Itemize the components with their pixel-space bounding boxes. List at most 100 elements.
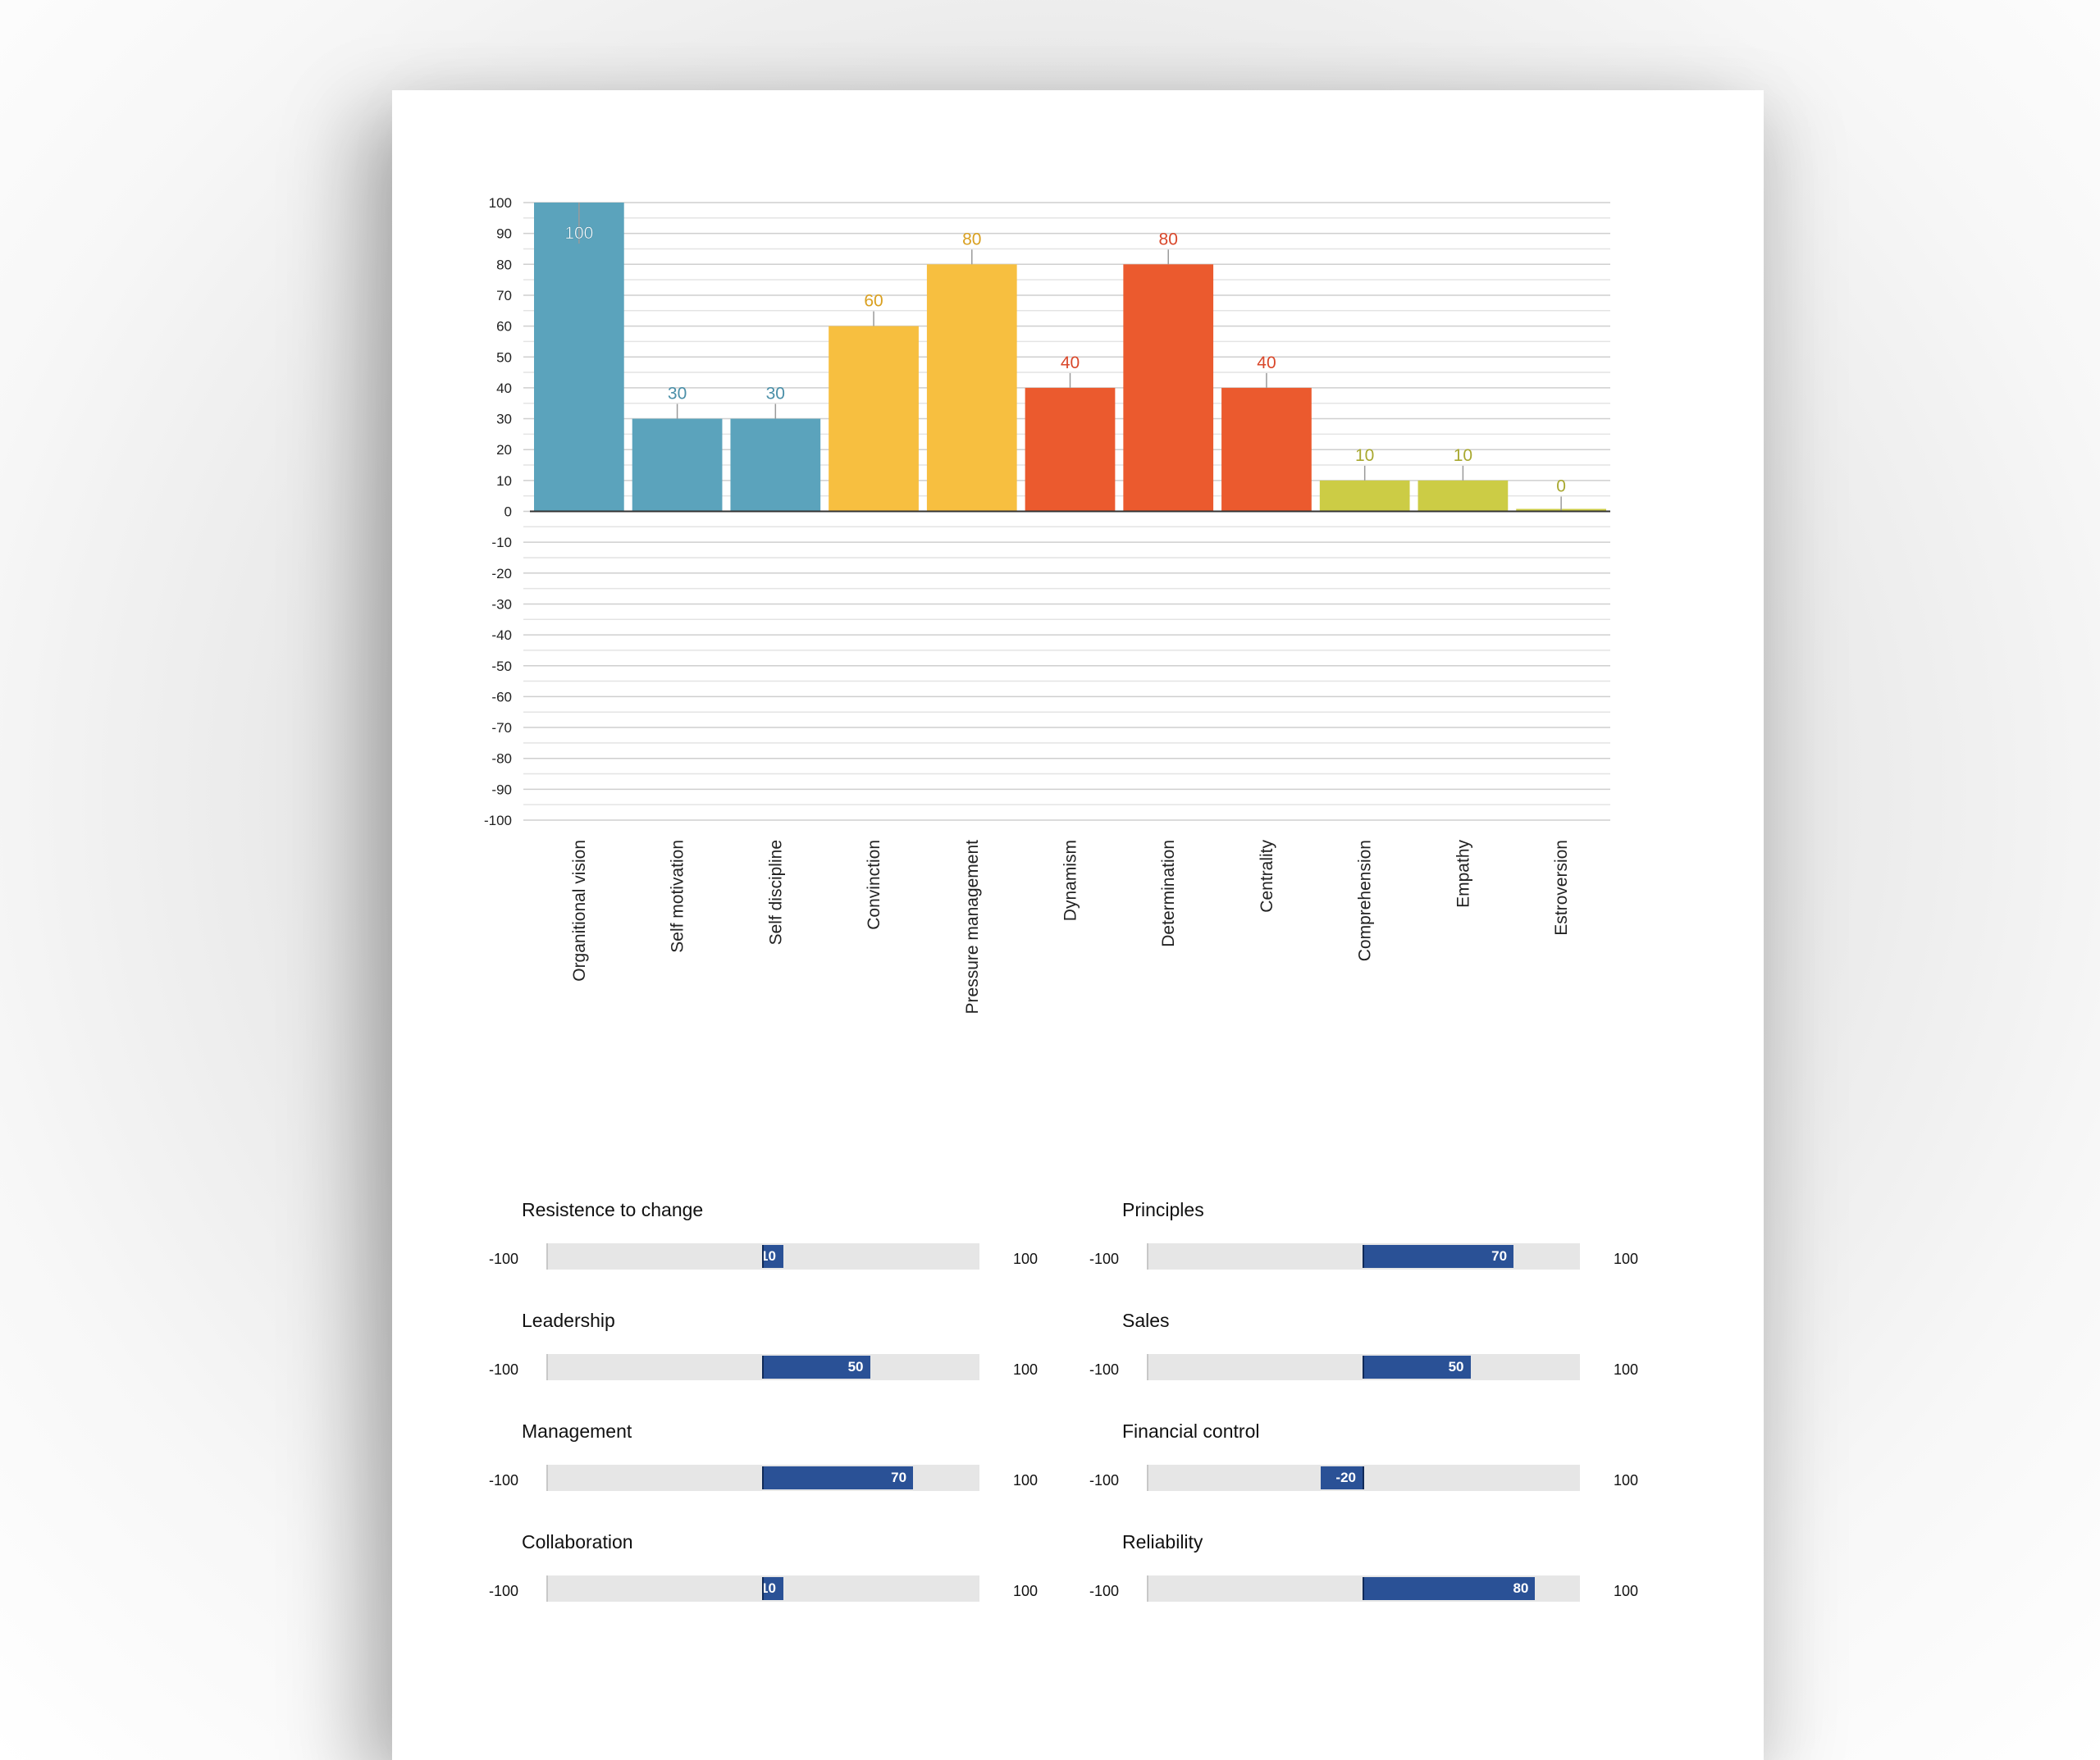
gauge-title: Sales	[1122, 1310, 1170, 1331]
gauge-resistence-to-change: Resistence to change -100 10 100	[489, 1199, 1112, 1297]
bar-value-label: 30	[668, 385, 687, 404]
bar	[926, 264, 1017, 512]
y-tick-label: 100	[489, 195, 512, 211]
gauge-panel: Resistence to change -100 10 100 Leaders…	[392, 90, 1764, 1760]
gauge-bar: 70	[762, 1466, 914, 1489]
gauge-max-label: 100	[1013, 1361, 1039, 1378]
gauge-max-label: 100	[1614, 1472, 1639, 1489]
y-tick-label: 20	[496, 442, 512, 458]
gauge-track: 10	[546, 1575, 979, 1602]
bar-value-label: 40	[1257, 353, 1276, 372]
bar	[730, 418, 821, 512]
x-category-label: Organitional vision	[570, 840, 589, 982]
gauge-min-label: -100	[1089, 1583, 1120, 1599]
gauge-min-label: -100	[489, 1472, 519, 1489]
gauge-value: 80	[1513, 1580, 1529, 1596]
bar	[829, 326, 919, 512]
bar-chart: 1009080706050403020100-10-20-30-40-50-60…	[484, 195, 1610, 1014]
bar	[1123, 264, 1214, 512]
gauge-value: 50	[1448, 1359, 1464, 1375]
y-tick-label: 50	[496, 349, 512, 365]
gauge-track: 80	[1147, 1575, 1580, 1602]
y-tick-label: -10	[491, 535, 512, 550]
gauge-bar: 80	[1363, 1577, 1536, 1600]
gauge-title: Collaboration	[522, 1531, 633, 1553]
gauge-min-label: -100	[1089, 1472, 1120, 1489]
bar	[632, 418, 723, 512]
gauge-max-label: 100	[1614, 1361, 1639, 1378]
bar-value-label: 80	[1159, 230, 1178, 248]
gauge-bar: 10	[762, 1245, 784, 1268]
gauge-max-label: 100	[1614, 1583, 1639, 1599]
gauge-sales: Sales -100 50 100	[1089, 1310, 1713, 1408]
gauge-management: Management -100 70 100	[489, 1420, 1112, 1519]
gauge-title: Management	[522, 1420, 632, 1442]
gauge-bar: -20	[1321, 1466, 1364, 1489]
bar-value-label: 10	[1355, 446, 1374, 465]
y-tick-label: -70	[491, 720, 512, 736]
gauge-value: 10	[764, 1248, 776, 1264]
y-tick-label: -90	[491, 782, 512, 797]
gauge-bar: 50	[1363, 1356, 1471, 1379]
gauge-leadership: Leadership -100 50 100	[489, 1310, 1112, 1408]
bar-value-label: 40	[1061, 353, 1080, 372]
bar	[1025, 387, 1116, 512]
gauge-bar: 50	[762, 1356, 870, 1379]
y-tick-label: 30	[496, 412, 512, 427]
gauge-track: 70	[1147, 1243, 1580, 1270]
gauge-min-label: -100	[489, 1251, 519, 1267]
bar-value-label: 100	[564, 224, 593, 243]
y-tick-label: -40	[491, 627, 512, 643]
y-tick-label: 60	[496, 319, 512, 335]
y-tick-label: 10	[496, 473, 512, 489]
bar	[1221, 387, 1312, 512]
gauge-max-label: 100	[1013, 1583, 1039, 1599]
x-category-label: Dynamism	[1061, 840, 1080, 921]
gauge-bar: 70	[1363, 1245, 1514, 1268]
gauge-principles: Principles -100 70 100	[1089, 1199, 1713, 1297]
x-category-label: Estroversion	[1552, 840, 1571, 936]
y-tick-label: -60	[491, 689, 512, 704]
gauge-track: -20	[1147, 1465, 1580, 1491]
gauge-value: 70	[1491, 1248, 1508, 1264]
y-tick-label: -20	[491, 566, 512, 581]
gauge-value: -20	[1335, 1470, 1356, 1485]
bar-value-label: 10	[1454, 446, 1472, 465]
gauge-track: 50	[546, 1354, 979, 1380]
gauge-min-label: -100	[1089, 1251, 1120, 1267]
x-category-label: Empathy	[1454, 840, 1472, 908]
x-category-label: Determination	[1159, 840, 1178, 947]
gauge-track: 50	[1147, 1354, 1580, 1380]
gauge-track: 70	[546, 1465, 979, 1491]
y-tick-label: 40	[496, 381, 512, 396]
y-tick-label: -50	[491, 659, 512, 674]
gauge-title: Resistence to change	[522, 1199, 704, 1220]
gauge-track: 10	[546, 1243, 979, 1270]
gauge-title: Leadership	[522, 1310, 615, 1331]
y-tick-label: -100	[484, 813, 512, 828]
x-category-label: Self motivation	[669, 840, 687, 953]
y-tick-label: 0	[504, 504, 512, 520]
gauge-min-label: -100	[489, 1583, 519, 1599]
gauge-value: 50	[847, 1359, 864, 1375]
gauge-min-label: -100	[1089, 1361, 1120, 1378]
bar-value-label: 30	[766, 385, 785, 404]
x-category-label: Convinction	[865, 840, 883, 930]
x-category-label: Comprehension	[1356, 840, 1375, 961]
bar	[1418, 480, 1509, 512]
gauge-title: Reliability	[1122, 1531, 1203, 1553]
x-category-label: Centrality	[1258, 840, 1276, 913]
bar	[534, 203, 624, 512]
y-tick-label: -80	[491, 751, 512, 767]
gauge-reliability: Reliability -100 80 100	[1089, 1531, 1713, 1630]
gauge-title: Principles	[1122, 1199, 1204, 1220]
gauge-min-label: -100	[489, 1361, 519, 1378]
y-tick-label: 90	[496, 226, 512, 242]
gauge-max-label: 100	[1013, 1472, 1039, 1489]
gauge-financial-control: Financial control -100 -20 100	[1089, 1420, 1713, 1519]
bar-value-label: 80	[962, 230, 981, 248]
bar	[1319, 480, 1410, 512]
gauge-value: 70	[891, 1470, 907, 1485]
gauge-max-label: 100	[1614, 1251, 1639, 1267]
y-tick-label: 70	[496, 288, 512, 303]
